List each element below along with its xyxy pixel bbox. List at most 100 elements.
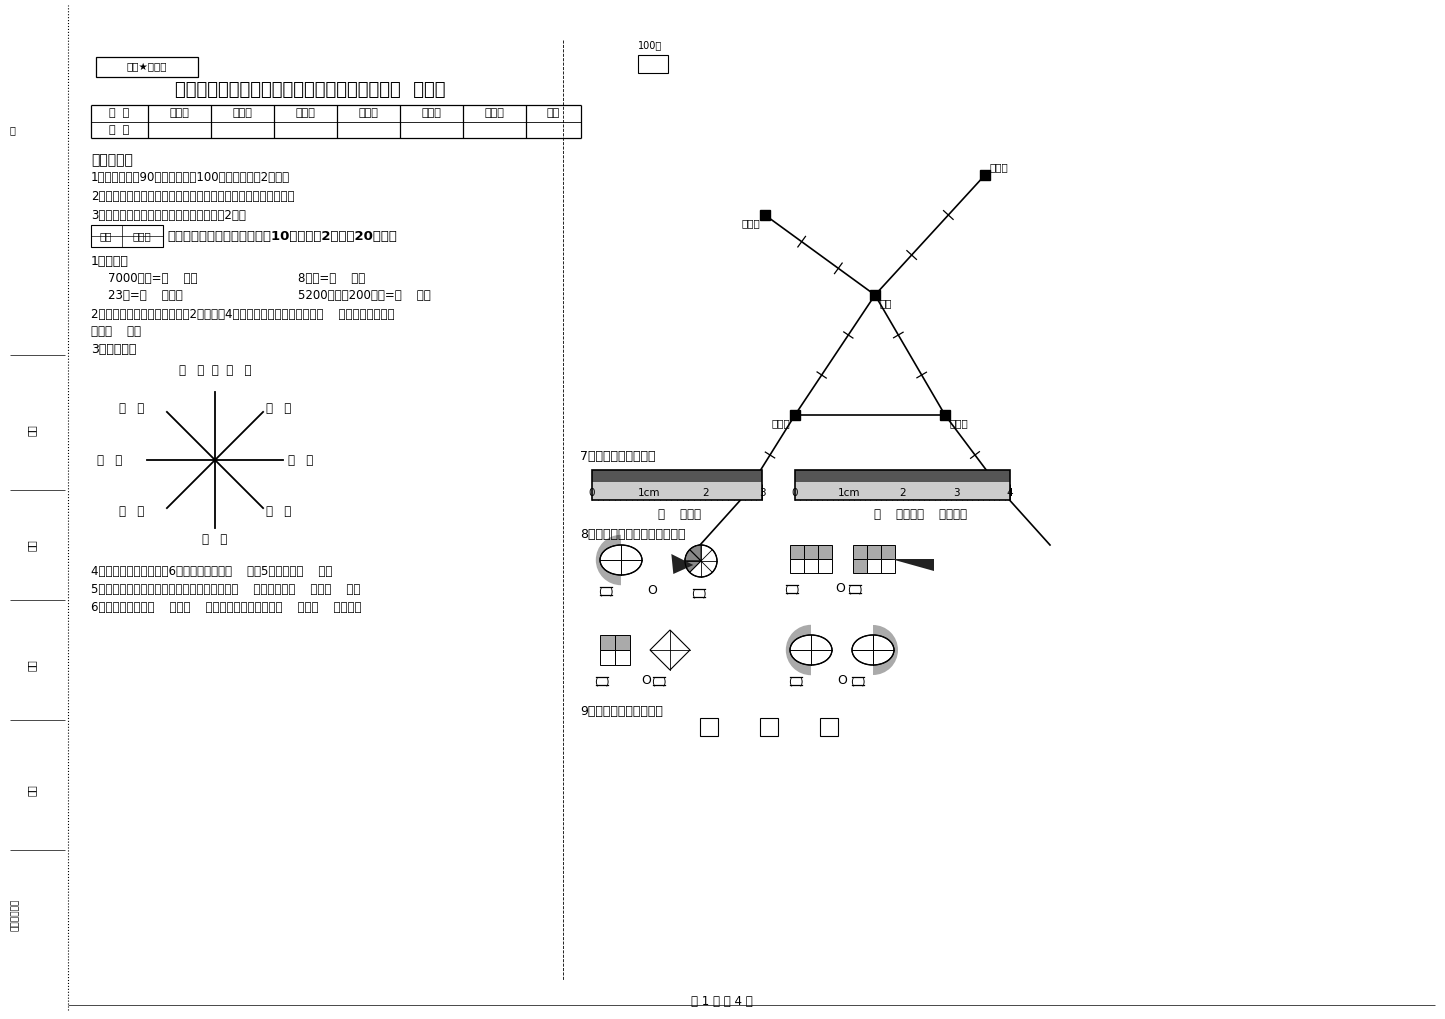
Text: 4: 4 xyxy=(1007,488,1013,498)
Text: 得  分: 得 分 xyxy=(110,125,130,135)
Text: 应用题: 应用题 xyxy=(484,108,504,118)
Text: 8千克=（    ）克: 8千克=（ ）克 xyxy=(298,272,366,285)
Bar xyxy=(592,470,762,482)
Text: 计算题: 计算题 xyxy=(358,108,379,118)
Bar xyxy=(616,635,630,650)
Text: 1、换算。: 1、换算。 xyxy=(91,255,129,268)
Text: 2: 2 xyxy=(702,488,708,498)
Bar xyxy=(881,545,894,559)
Wedge shape xyxy=(685,549,701,561)
Text: 1cm: 1cm xyxy=(637,488,660,498)
Ellipse shape xyxy=(600,545,642,575)
Text: 选择题: 选择题 xyxy=(233,108,253,118)
Text: 9、在里填上适当的数。: 9、在里填上适当的数。 xyxy=(579,705,663,718)
Text: 0: 0 xyxy=(792,488,798,498)
Wedge shape xyxy=(595,535,621,585)
Text: (  ): ( ) xyxy=(598,586,613,596)
Bar xyxy=(867,559,881,573)
Bar xyxy=(881,559,894,573)
Text: （   ）: （ ） xyxy=(118,504,144,518)
Text: 6、小红家在学校（    ）方（    ）米处；小明家在学校（    ）方（    ）米处。: 6、小红家在学校（ ）方（ ）米处；小明家在学校（ ）方（ ）米处。 xyxy=(91,601,361,614)
Text: （   ）: （ ） xyxy=(266,504,292,518)
Text: 题: 题 xyxy=(9,125,14,135)
Text: 填空题: 填空题 xyxy=(169,108,189,118)
Ellipse shape xyxy=(790,635,832,665)
Bar xyxy=(699,718,718,736)
Text: 乡镇（街道）: 乡镇（街道） xyxy=(10,899,19,931)
Text: 2、请首先按要求在试卷的指定位置填写您的姓名、班级、学号。: 2、请首先按要求在试卷的指定位置填写您的姓名、班级、学号。 xyxy=(91,190,295,203)
Text: （    ）毫米: （ ）毫米 xyxy=(659,508,701,521)
Text: 班级: 班级 xyxy=(27,659,38,671)
Text: 3、不要在试卷上乱写乱画，卷面不整洁扣2分。: 3、不要在试卷上乱写乱画，卷面不整洁扣2分。 xyxy=(91,209,246,222)
Text: （   ）: （ ） xyxy=(266,403,292,416)
Text: （    ）厘米（    ）毫米。: （ ）厘米（ ）毫米。 xyxy=(873,508,967,521)
Text: 第 1 页 共 4 页: 第 1 页 共 4 页 xyxy=(691,995,753,1008)
Bar xyxy=(795,482,1010,500)
Text: 23吨=（    ）千克: 23吨=（ ）千克 xyxy=(108,289,182,302)
Text: 100米: 100米 xyxy=(639,40,662,50)
Polygon shape xyxy=(892,559,935,571)
Wedge shape xyxy=(786,625,811,676)
Bar xyxy=(795,470,1010,500)
Text: 小刚家: 小刚家 xyxy=(990,162,1009,172)
Bar xyxy=(803,559,818,573)
Bar xyxy=(867,545,881,559)
Text: 小明家: 小明家 xyxy=(772,418,790,428)
Bar xyxy=(819,718,838,736)
Text: 7、量出钉子的长度。: 7、量出钉子的长度。 xyxy=(579,450,656,463)
Text: 总分: 总分 xyxy=(546,108,561,118)
Text: 得分: 得分 xyxy=(100,231,113,242)
Text: (  ): ( ) xyxy=(785,584,799,594)
Text: 学号: 学号 xyxy=(27,424,38,436)
Text: (  ): ( ) xyxy=(692,588,707,598)
Text: 评卷人: 评卷人 xyxy=(133,231,152,242)
Text: 一、用心思考，正确填空（共10题，每题2分，共20分）。: 一、用心思考，正确填空（共10题，每题2分，共20分）。 xyxy=(168,229,397,243)
Text: （   ）: （ ） xyxy=(118,403,144,416)
Text: O: O xyxy=(837,675,847,688)
Polygon shape xyxy=(670,630,691,650)
Polygon shape xyxy=(650,630,670,650)
Text: O: O xyxy=(647,585,657,597)
Bar xyxy=(818,559,832,573)
Text: 小圆家: 小圆家 xyxy=(949,418,968,428)
Text: 数的（    ）。: 数的（ ）。 xyxy=(91,325,142,338)
Text: 判断题: 判断题 xyxy=(296,108,315,118)
Text: 题  号: 题 号 xyxy=(110,108,130,118)
Bar xyxy=(95,57,198,77)
Bar xyxy=(592,470,762,500)
Bar xyxy=(790,545,803,559)
Text: 小红家: 小红家 xyxy=(741,218,760,228)
Text: 3、填一填。: 3、填一填。 xyxy=(91,343,136,356)
Text: 1、考试时间：90分钟，满分为100分（含卷面分2分）。: 1、考试时间：90分钟，满分为100分（含卷面分2分）。 xyxy=(91,171,290,184)
Text: （   ）  北  （   ）: （ ） 北 （ ） xyxy=(179,364,251,377)
Text: 学校: 学校 xyxy=(880,298,893,308)
Text: 考试须知：: 考试须知： xyxy=(91,153,133,167)
Text: (  ): ( ) xyxy=(848,584,863,594)
Text: 绝密★启用前: 绝密★启用前 xyxy=(127,62,168,72)
Bar xyxy=(592,482,762,500)
Bar xyxy=(818,545,832,559)
Wedge shape xyxy=(873,625,897,675)
Text: 3: 3 xyxy=(952,488,959,498)
Circle shape xyxy=(685,545,717,577)
Text: 8、看图写分数，并比较大小。: 8、看图写分数，并比较大小。 xyxy=(579,528,685,541)
Text: (  ): ( ) xyxy=(595,676,610,686)
Text: 综合题: 综合题 xyxy=(422,108,441,118)
Bar xyxy=(795,470,1010,482)
Text: （   ）: （ ） xyxy=(97,453,123,467)
Text: 2、劳动课上做纸花，红红做了2朵纸花，4朵蓝花，红花占纸花总数的（    ），蓝花占纸花总: 2、劳动课上做纸花，红红做了2朵纸花，4朵蓝花，红花占纸花总数的（ ），蓝花占纸… xyxy=(91,308,394,321)
Text: 2: 2 xyxy=(899,488,906,498)
Text: (  ): ( ) xyxy=(851,676,866,686)
Text: 0: 0 xyxy=(588,488,595,498)
Bar xyxy=(853,559,867,573)
Text: O: O xyxy=(642,675,650,688)
Bar xyxy=(639,55,668,73)
Text: 姓名: 姓名 xyxy=(27,539,38,551)
Bar xyxy=(790,559,803,573)
Text: 四川省重点小学三年级数学下学期期末考试试题  含答案: 四川省重点小学三年级数学下学期期末考试试题 含答案 xyxy=(175,81,445,99)
Text: 4、把一根绳子平均分成6份，每份是它的（    ），5份是它的（    ）。: 4、把一根绳子平均分成6份，每份是它的（ ），5份是它的（ ）。 xyxy=(91,565,332,578)
Bar xyxy=(600,650,616,665)
Text: O: O xyxy=(835,583,845,595)
Bar xyxy=(600,635,616,650)
Text: 3: 3 xyxy=(759,488,766,498)
